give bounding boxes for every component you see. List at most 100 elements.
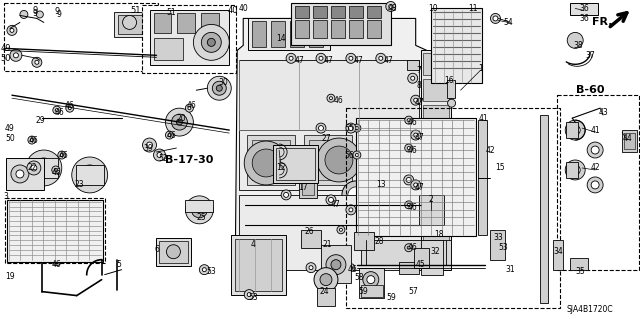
Text: SJA4B1720C: SJA4B1720C xyxy=(567,305,614,314)
Circle shape xyxy=(244,290,254,300)
Bar xyxy=(422,131,449,153)
Text: 46: 46 xyxy=(334,96,344,105)
Circle shape xyxy=(193,25,229,60)
Circle shape xyxy=(348,126,353,130)
Text: 16: 16 xyxy=(444,76,453,85)
Circle shape xyxy=(347,264,355,272)
Circle shape xyxy=(337,226,345,234)
Text: 38: 38 xyxy=(573,41,583,50)
Circle shape xyxy=(319,126,323,130)
Circle shape xyxy=(493,16,498,21)
Circle shape xyxy=(353,124,361,132)
Text: 58: 58 xyxy=(354,273,364,282)
Circle shape xyxy=(565,120,585,140)
Circle shape xyxy=(123,15,136,29)
Bar xyxy=(557,95,639,270)
Bar xyxy=(309,21,323,47)
Circle shape xyxy=(191,202,207,218)
Text: 39: 39 xyxy=(143,144,154,152)
Text: 14: 14 xyxy=(276,34,286,43)
Circle shape xyxy=(252,149,280,177)
Text: 49: 49 xyxy=(1,44,11,53)
Circle shape xyxy=(355,127,358,130)
Bar xyxy=(422,157,449,179)
Bar xyxy=(154,13,172,33)
Bar xyxy=(177,13,195,33)
Text: 12: 12 xyxy=(276,163,286,173)
Bar xyxy=(157,238,191,266)
Circle shape xyxy=(348,187,364,203)
Circle shape xyxy=(408,73,418,83)
Bar xyxy=(422,79,449,101)
Text: 18: 18 xyxy=(434,230,444,239)
Text: 43: 43 xyxy=(598,108,608,117)
Text: 48: 48 xyxy=(388,4,397,13)
Text: 50: 50 xyxy=(5,134,15,143)
Text: 4: 4 xyxy=(251,240,255,249)
Circle shape xyxy=(306,263,316,273)
Text: 53: 53 xyxy=(499,243,508,252)
Circle shape xyxy=(202,33,221,52)
Circle shape xyxy=(216,85,222,91)
Text: 33: 33 xyxy=(493,233,503,242)
Circle shape xyxy=(407,119,410,122)
Bar xyxy=(490,230,506,260)
Text: 56: 56 xyxy=(344,151,354,160)
Circle shape xyxy=(314,268,338,292)
Bar xyxy=(349,6,363,19)
Circle shape xyxy=(339,228,342,231)
Circle shape xyxy=(349,56,353,60)
Bar xyxy=(361,285,383,297)
Text: 47: 47 xyxy=(415,133,424,142)
Circle shape xyxy=(281,190,291,200)
Text: 51: 51 xyxy=(166,8,176,17)
Text: 19: 19 xyxy=(5,272,15,281)
Text: 47: 47 xyxy=(294,56,304,65)
Circle shape xyxy=(591,146,599,154)
Circle shape xyxy=(353,151,361,159)
Circle shape xyxy=(196,207,202,213)
Circle shape xyxy=(26,150,62,186)
Circle shape xyxy=(186,104,193,112)
Circle shape xyxy=(371,165,391,185)
Circle shape xyxy=(202,268,206,272)
Text: 9: 9 xyxy=(56,10,61,19)
Bar xyxy=(361,135,409,185)
Circle shape xyxy=(200,265,209,275)
Circle shape xyxy=(36,11,44,18)
Text: 42: 42 xyxy=(486,145,495,154)
Text: 47: 47 xyxy=(324,56,334,65)
Circle shape xyxy=(207,38,215,46)
Circle shape xyxy=(363,272,379,288)
Circle shape xyxy=(320,274,332,286)
Circle shape xyxy=(166,108,193,136)
Circle shape xyxy=(166,245,180,259)
Text: 51: 51 xyxy=(131,6,141,15)
Bar xyxy=(367,6,381,19)
Circle shape xyxy=(284,192,289,197)
Bar xyxy=(159,241,188,263)
Bar xyxy=(331,20,345,38)
Bar xyxy=(477,120,488,235)
Text: 44: 44 xyxy=(622,134,632,143)
Bar xyxy=(154,38,184,60)
Text: 28: 28 xyxy=(374,237,383,246)
Bar xyxy=(356,118,476,236)
Text: 53: 53 xyxy=(248,293,258,302)
Circle shape xyxy=(53,258,61,266)
Bar xyxy=(399,262,419,274)
Circle shape xyxy=(317,138,361,182)
Text: 5: 5 xyxy=(116,260,121,269)
Circle shape xyxy=(413,133,418,137)
Circle shape xyxy=(244,141,288,185)
Bar xyxy=(273,145,318,183)
Text: 47: 47 xyxy=(384,56,394,65)
Text: FR.: FR. xyxy=(591,18,612,27)
Text: 52: 52 xyxy=(159,153,168,162)
Circle shape xyxy=(319,56,323,60)
Text: 46: 46 xyxy=(29,136,39,145)
Text: 59: 59 xyxy=(358,287,368,296)
Text: 46: 46 xyxy=(166,130,177,140)
Circle shape xyxy=(447,99,456,107)
Circle shape xyxy=(154,149,166,161)
